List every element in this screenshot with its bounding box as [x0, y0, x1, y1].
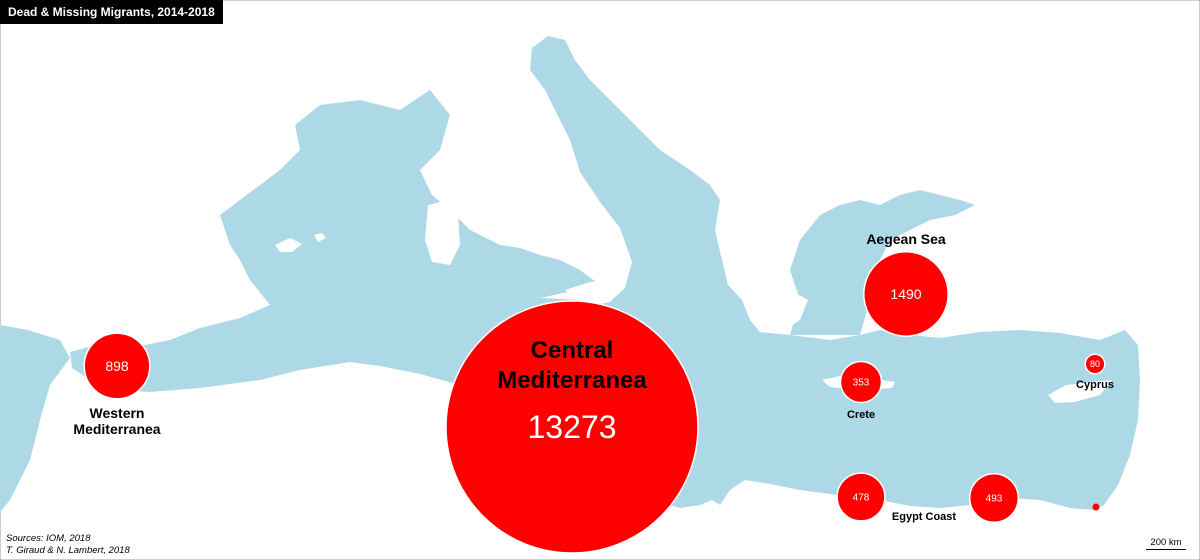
- circle-egypt-coast: [836, 472, 886, 522]
- scale-line: [1146, 549, 1186, 550]
- sources-text: Sources: IOM, 2018: [6, 533, 91, 544]
- value-cyprus: 80: [1090, 359, 1100, 369]
- scale-bar: 200 km: [1146, 537, 1186, 550]
- label-central-mediterranea-0: Central: [531, 337, 614, 364]
- value-crete: 353: [853, 378, 870, 389]
- label-western-mediterranea-0: Western: [90, 405, 145, 421]
- value-aegean-sea: 1490: [890, 286, 921, 302]
- label-aegean-sea-0: Aegean Sea: [866, 231, 946, 247]
- circle-central-mediterranea: [445, 300, 699, 554]
- islands-and-land: [275, 150, 1112, 403]
- value-western-mediterranea: 898: [105, 358, 129, 374]
- circle-western-mediterranea: [83, 332, 151, 400]
- region-labels: WesternMediterraneaCentralMediterraneaAe…: [73, 231, 1114, 523]
- scale-label: 200 km: [1150, 537, 1182, 548]
- circle-crete: [839, 360, 883, 404]
- circle-cyprus: [1084, 353, 1106, 375]
- map-title: Dead & Missing Migrants, 2014-2018: [0, 0, 223, 24]
- circle-aegean-sea: [863, 251, 949, 337]
- label-crete-0: Crete: [847, 409, 875, 421]
- value-egypt-coast: 478: [853, 493, 870, 504]
- label-egypt-coast-0: Egypt Coast: [892, 511, 957, 523]
- circle-egypt-coast-east: [968, 472, 1020, 524]
- value-egypt-coast-east: 493: [986, 494, 1003, 505]
- migrant-circles: 898 13273 1490 353 80 478 493: [83, 251, 1106, 554]
- label-central-mediterranea-1: Mediterranea: [497, 367, 647, 394]
- label-western-mediterranea-1: Mediterranea: [73, 421, 160, 437]
- value-central-mediterranea: 13273: [528, 409, 617, 445]
- small-circle-levant: [1092, 503, 1100, 511]
- authors-text: T. Giraud & N. Lambert, 2018: [6, 545, 130, 556]
- label-cyprus-0: Cyprus: [1076, 379, 1114, 391]
- sources-block: Sources: IOM, 2018 T. Giraud & N. Lamber…: [6, 533, 130, 557]
